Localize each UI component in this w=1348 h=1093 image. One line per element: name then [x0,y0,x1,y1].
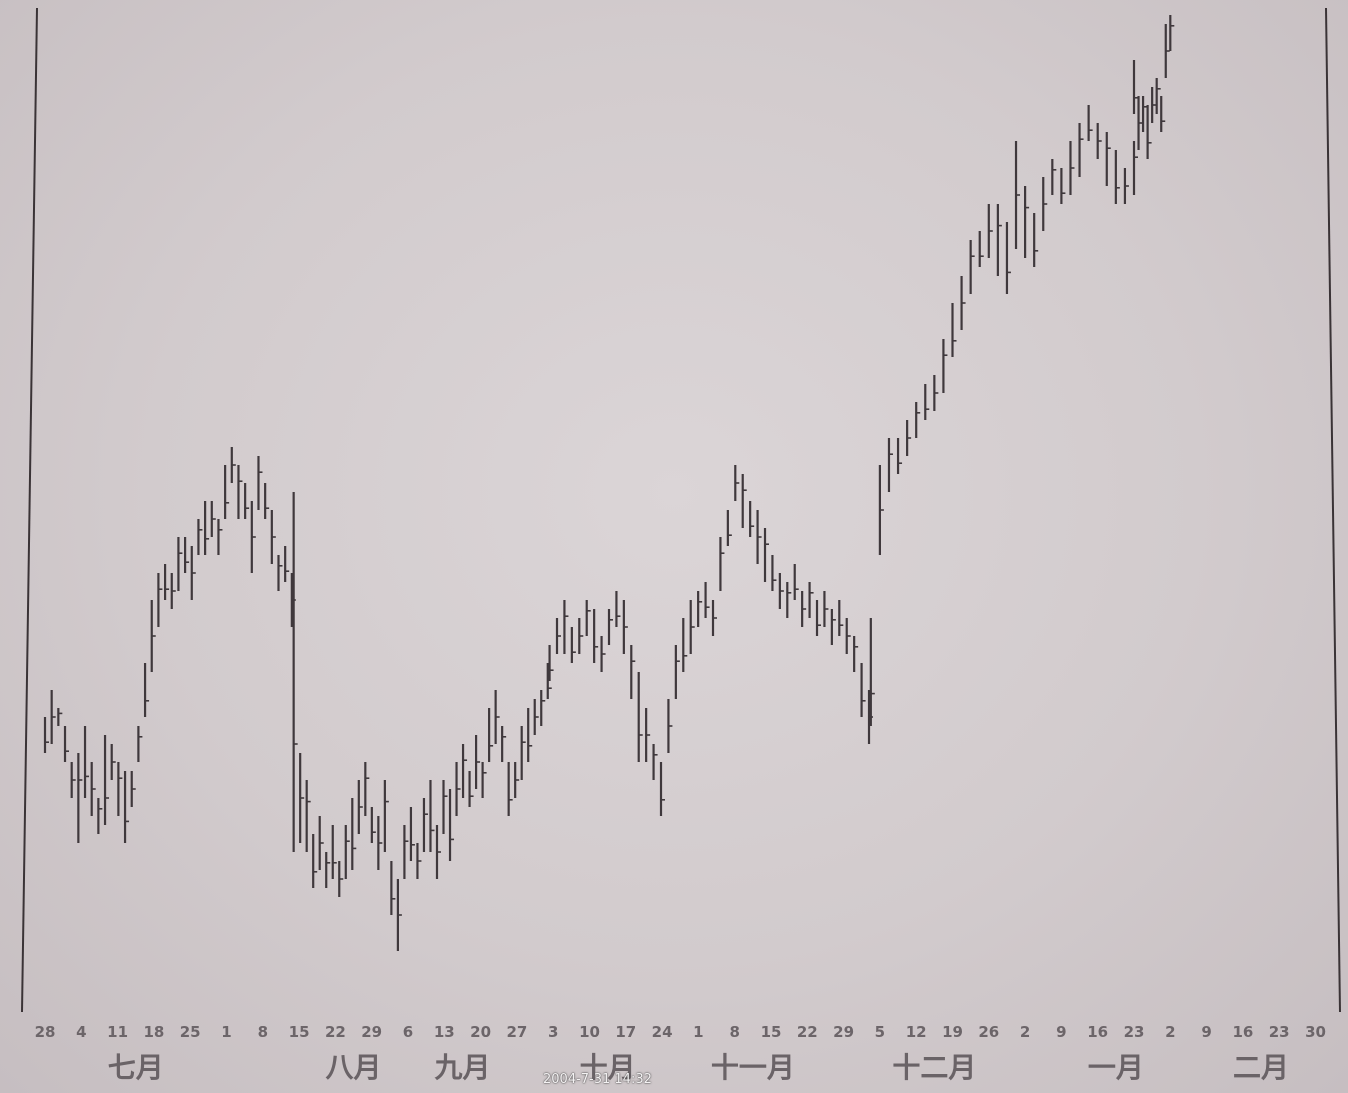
date-tick-label: 29 [833,1023,854,1041]
date-tick-label: 19 [942,1023,963,1041]
date-tick-label: 17 [615,1023,636,1041]
date-tick-label: 23 [1269,1023,1290,1041]
month-label: 十月 [580,1051,636,1084]
date-tick-label: 22 [325,1023,346,1041]
photo-timestamp: 2004-7-31 14:32 [543,1072,652,1087]
date-tick-label: 1 [221,1023,231,1041]
date-tick-label: 26 [978,1023,999,1041]
month-label: 七月 [108,1051,164,1084]
date-tick-label: 12 [906,1023,927,1041]
date-tick-label: 8 [258,1023,268,1041]
date-tick-label: 16 [1232,1023,1253,1041]
price-bars [43,15,1175,951]
date-tick-label: 1 [693,1023,703,1041]
date-tick-label: 13 [434,1023,455,1041]
month-label: 八月 [326,1051,382,1084]
left-frame-line [21,7,38,1013]
date-tick-label: 20 [470,1023,491,1041]
date-tick-label: 27 [506,1023,527,1041]
date-tick-label: 9 [1056,1023,1066,1041]
date-tick-label: 10 [579,1023,600,1041]
date-tick-label: 5 [875,1023,885,1041]
month-labels: 七月 八月 九月 十月 十一月 十二月 一月 二月 [108,1051,1289,1084]
date-tick-label: 23 [1124,1023,1145,1041]
date-tick-label: 2 [1020,1023,1030,1041]
date-tick-label: 16 [1087,1023,1108,1041]
date-tick-label: 30 [1305,1023,1326,1041]
date-tick-label: 29 [361,1023,382,1041]
date-tick-label: 3 [548,1023,558,1041]
month-label: 一月 [1088,1051,1144,1084]
date-tick-label: 6 [403,1023,413,1041]
date-tick-label: 25 [180,1023,201,1041]
date-tick-label: 18 [143,1023,164,1041]
date-tick-labels: 28 4 11 18 25 1 8 15 22 29 6 13 20 27 3 10 17 24 1 8 15 22 29 5… [35,1023,1326,1041]
date-tick-label: 9 [1201,1023,1211,1041]
date-tick-label: 28 [35,1023,56,1041]
month-label: 十一月 [711,1051,795,1084]
date-tick-label: 2 [1165,1023,1175,1041]
date-tick-label: 15 [289,1023,310,1041]
right-frame-line [1325,7,1341,1013]
month-label: 十二月 [892,1051,976,1084]
date-tick-label: 15 [761,1023,782,1041]
date-tick-label: 8 [729,1023,739,1041]
date-tick-label: 4 [76,1023,86,1041]
date-tick-label: 11 [107,1023,128,1041]
date-tick-label: 24 [652,1023,673,1041]
date-tick-label: 22 [797,1023,818,1041]
chart-frame [21,7,1341,1013]
month-label: 九月 [434,1051,490,1084]
month-label: 二月 [1233,1051,1289,1084]
